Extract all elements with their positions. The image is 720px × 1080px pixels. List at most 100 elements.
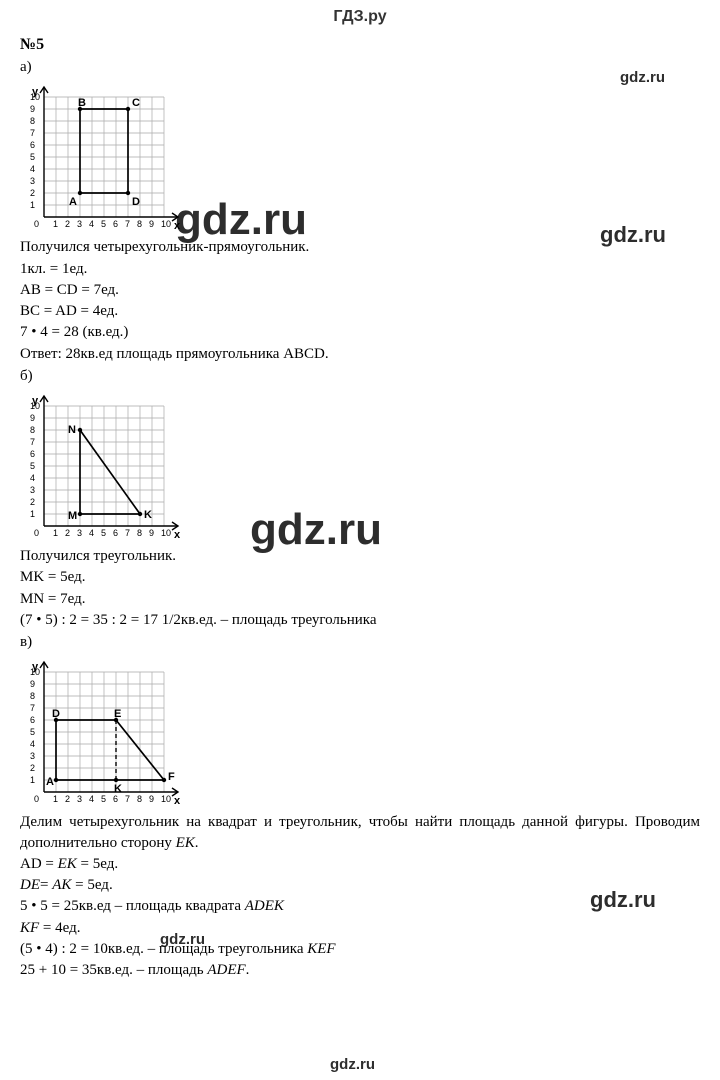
svg-text:4: 4 (89, 794, 94, 804)
svg-text:9: 9 (149, 528, 154, 538)
part-b-line-1: MK = 5ед. (20, 567, 700, 587)
svg-text:2: 2 (65, 219, 70, 229)
svg-text:10: 10 (30, 92, 40, 102)
svg-text:D: D (132, 196, 140, 208)
l3em: AK (52, 877, 71, 893)
part-c-line-3: DE= AK = 5ед. (20, 875, 700, 895)
part-c-intro-em: EK (176, 835, 195, 851)
svg-text:A: A (46, 776, 54, 788)
svg-text:2: 2 (30, 188, 35, 198)
svg-text:2: 2 (30, 497, 35, 507)
svg-text:E: E (114, 708, 121, 720)
part-c-line-6: (5 • 4) : 2 = 10кв.ед. – площадь треугол… (20, 939, 700, 959)
svg-text:0: 0 (34, 528, 39, 538)
part-b-line-3: (7 • 5) : 2 = 35 : 2 = 17 1/2кв.ед. – пл… (20, 610, 700, 630)
svg-text:5: 5 (101, 794, 106, 804)
svg-text:8: 8 (30, 425, 35, 435)
part-c-label: в) (20, 632, 700, 652)
part-a-line-0: Получился четырехугольник-прямоугольник. (20, 237, 700, 257)
svg-text:4: 4 (30, 164, 35, 174)
svg-text:3: 3 (77, 794, 82, 804)
l6em: KEF (307, 941, 335, 957)
svg-text:3: 3 (30, 485, 35, 495)
svg-text:4: 4 (30, 739, 35, 749)
grid-c: xy12345678910123456789100ADEKF (20, 654, 188, 810)
svg-text:2: 2 (65, 528, 70, 538)
svg-text:1: 1 (30, 509, 35, 519)
svg-text:x: x (174, 220, 181, 232)
svg-text:6: 6 (30, 140, 35, 150)
svg-text:K: K (114, 783, 122, 795)
svg-text:3: 3 (30, 751, 35, 761)
svg-text:8: 8 (30, 691, 35, 701)
svg-text:C: C (132, 97, 140, 109)
part-c-line-7: 25 + 10 = 35кв.ед. – площадь ADEF. (20, 960, 700, 980)
svg-text:6: 6 (113, 794, 118, 804)
svg-text:7: 7 (125, 219, 130, 229)
svg-text:10: 10 (30, 667, 40, 677)
svg-text:2: 2 (65, 794, 70, 804)
svg-text:6: 6 (113, 528, 118, 538)
svg-text:10: 10 (161, 528, 171, 538)
svg-text:8: 8 (137, 794, 142, 804)
svg-text:9: 9 (30, 413, 35, 423)
svg-text:10: 10 (161, 794, 171, 804)
svg-text:5: 5 (30, 727, 35, 737)
svg-text:9: 9 (30, 104, 35, 114)
svg-text:9: 9 (149, 219, 154, 229)
svg-text:7: 7 (125, 528, 130, 538)
svg-text:1: 1 (53, 528, 58, 538)
part-a-label: а) (20, 57, 700, 77)
svg-text:8: 8 (137, 528, 142, 538)
l2a: AD = (20, 856, 58, 872)
l3mid: = (40, 877, 52, 893)
svg-text:5: 5 (101, 528, 106, 538)
svg-text:9: 9 (149, 794, 154, 804)
svg-text:4: 4 (30, 473, 35, 483)
l7em: ADEF (207, 962, 245, 978)
svg-text:9: 9 (30, 679, 35, 689)
svg-text:1: 1 (30, 775, 35, 785)
watermark-7: gdz.ru (330, 1055, 375, 1075)
svg-text:7: 7 (30, 128, 35, 138)
svg-text:5: 5 (101, 219, 106, 229)
svg-text:8: 8 (137, 219, 142, 229)
svg-text:D: D (52, 708, 60, 720)
svg-text:5: 5 (30, 152, 35, 162)
svg-text:A: A (69, 196, 77, 208)
part-a-line-5: Ответ: 28кв.ед площадь прямоугольника AB… (20, 344, 700, 364)
svg-text:N: N (68, 424, 76, 436)
svg-text:F: F (168, 771, 175, 783)
grid-a: xy12345678910123456789100ABCD (20, 79, 188, 235)
svg-text:4: 4 (89, 219, 94, 229)
svg-text:6: 6 (30, 715, 35, 725)
l3a: DE (20, 877, 40, 893)
svg-text:K: K (144, 509, 152, 521)
l7a: 25 + 10 = 35кв.ед. – площадь (20, 962, 207, 978)
l3b: = 5ед. (71, 877, 112, 893)
svg-text:7: 7 (30, 437, 35, 447)
svg-text:3: 3 (30, 176, 35, 186)
site-header: ГДЗ.ру (20, 0, 700, 34)
svg-text:B: B (78, 97, 86, 109)
part-c-line-5: KF = 4ед. (20, 918, 700, 938)
l2em: EK (58, 856, 77, 872)
svg-text:M: M (68, 510, 77, 522)
svg-text:0: 0 (34, 219, 39, 229)
svg-text:6: 6 (113, 219, 118, 229)
svg-text:6: 6 (30, 449, 35, 459)
part-c-line-4: 5 • 5 = 25кв.ед – площадь квадрата ADEK (20, 896, 700, 916)
svg-text:4: 4 (89, 528, 94, 538)
svg-text:3: 3 (77, 528, 82, 538)
svg-text:8: 8 (30, 116, 35, 126)
l6a: (5 • 4) : 2 = 10кв.ед. – площадь треугол… (20, 941, 307, 957)
svg-text:10: 10 (161, 219, 171, 229)
part-a-line-1: 1кл. = 1ед. (20, 259, 700, 279)
svg-text:3: 3 (77, 219, 82, 229)
svg-text:x: x (174, 795, 181, 807)
l5a: KF (20, 920, 39, 936)
l4a: 5 • 5 = 25кв.ед – площадь квадрата (20, 898, 245, 914)
part-b-line-2: MN = 7ед. (20, 589, 700, 609)
svg-text:10: 10 (30, 401, 40, 411)
svg-text:5: 5 (30, 461, 35, 471)
